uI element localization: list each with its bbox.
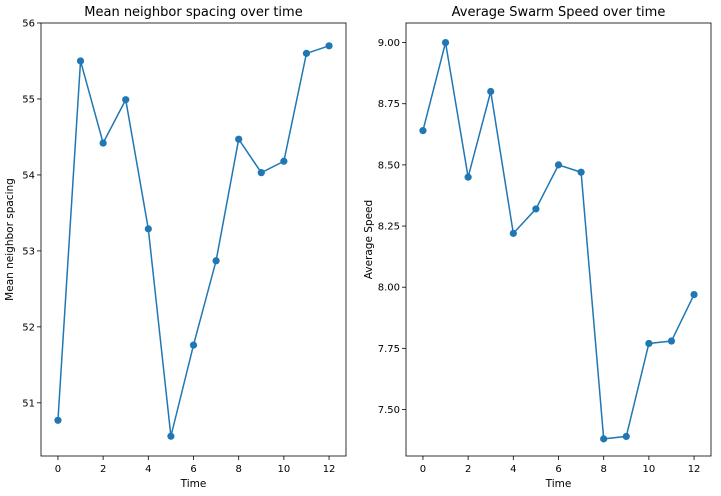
axes-frame	[405, 22, 712, 457]
y-tick-label: 8.75	[378, 99, 400, 110]
data-point	[235, 135, 243, 143]
x-tick-label: 6	[190, 464, 196, 475]
data-point	[144, 225, 152, 233]
chart-mean-neighbor-spacing: Mean neighbor spacing over time 0 2 4 6 8 10 12…	[4, 5, 347, 490]
x-tick-label: 12	[323, 464, 336, 475]
x-tick-label: 4	[145, 464, 151, 475]
data-point	[487, 87, 495, 96]
x-tick-label: 4	[510, 464, 516, 475]
data-point	[302, 49, 311, 57]
data-point	[509, 229, 517, 237]
data-point	[280, 157, 288, 165]
x-axis-label: Time	[180, 478, 207, 490]
data-point	[99, 139, 107, 147]
y-axis-label: Mean neighbor spacing	[4, 178, 16, 301]
data-point	[419, 127, 427, 135]
data-point	[54, 416, 62, 424]
data-point	[257, 169, 265, 177]
chart-title: Mean neighbor spacing over time	[84, 5, 302, 20]
chart-title: Average Swarm Speed over time	[452, 5, 666, 20]
y-axis-label: Average Speed	[363, 200, 375, 279]
y-tick-label: 53	[22, 246, 35, 257]
y-tick-label: 56	[22, 19, 35, 30]
data-point	[76, 57, 85, 65]
data-point	[167, 432, 175, 440]
data-point	[690, 290, 698, 299]
data-point	[622, 432, 630, 441]
data-point	[532, 205, 540, 213]
data-point	[600, 435, 608, 443]
y-tick-label: 51	[22, 398, 35, 409]
y-tick-label: 52	[22, 322, 35, 333]
y-tick-label: 54	[22, 170, 35, 181]
x-tick-label: 2	[100, 464, 106, 475]
data-point	[667, 337, 676, 345]
data-point	[441, 38, 450, 47]
x-tick-label: 10	[643, 464, 656, 475]
y-tick-label: 8.00	[378, 283, 400, 294]
chart-average-swarm-speed: Average Swarm Speed over time 0 2 4 6 8 10 12 7.…	[363, 5, 712, 490]
series-line	[57, 45, 330, 437]
y-tick-label: 7.75	[378, 344, 400, 355]
y-tick-label: 9.00	[378, 38, 400, 49]
data-point	[554, 161, 563, 169]
x-tick-label: 12	[688, 464, 701, 475]
x-tick-label: 2	[465, 464, 471, 475]
x-axis-label: Time	[545, 478, 572, 490]
y-tick-label: 7.50	[378, 405, 400, 416]
data-point	[464, 173, 472, 181]
data-point	[189, 341, 198, 349]
x-tick-label: 6	[555, 464, 561, 475]
x-tick-label: 0	[55, 464, 61, 475]
y-tick-label: 8.50	[378, 160, 400, 171]
data-point	[122, 96, 130, 104]
axes-frame	[40, 22, 347, 457]
data-point	[577, 168, 585, 176]
series-line	[422, 42, 695, 440]
data-point	[645, 339, 653, 348]
x-tick-label: 8	[235, 464, 241, 475]
x-tick-label: 0	[420, 464, 426, 475]
data-point	[325, 42, 333, 50]
x-tick-label: 10	[278, 464, 291, 475]
y-tick-label: 55	[22, 94, 35, 105]
y-tick-label: 8.25	[378, 222, 400, 233]
data-point	[212, 257, 220, 265]
x-tick-label: 8	[600, 464, 606, 475]
